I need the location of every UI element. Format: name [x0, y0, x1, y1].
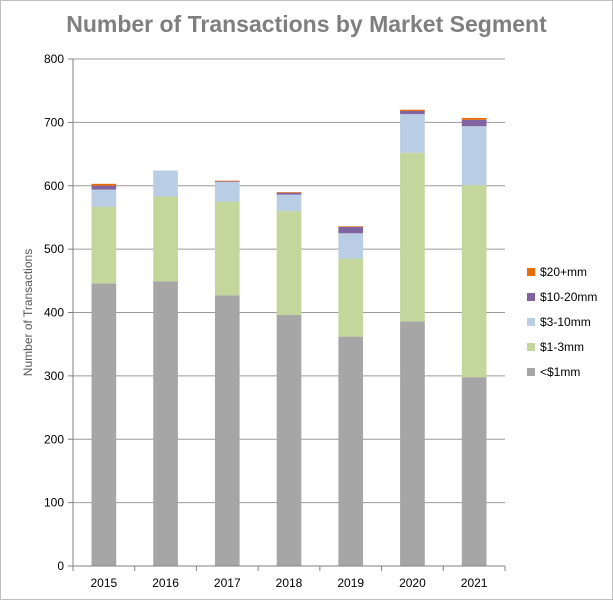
- bar-segment: [91, 283, 117, 566]
- bar-segment: [400, 114, 425, 153]
- legend-swatch: [527, 293, 535, 301]
- y-tick-labels: 0 100 200 300 400 500 600 700 800: [44, 52, 64, 573]
- bar-segment: [461, 126, 487, 186]
- y-tick-label: 700: [44, 115, 64, 129]
- legend-label: $10-20mm: [540, 290, 597, 304]
- x-tick-label: 2016: [152, 576, 179, 590]
- bar-segment: [214, 181, 240, 182]
- legend-label: $1-3mm: [540, 340, 584, 354]
- y-tick-label: 800: [44, 52, 64, 66]
- bar-segment: [338, 226, 364, 227]
- bar-segment: [214, 181, 240, 202]
- bar-segment: [91, 189, 117, 207]
- y-tick-label: 400: [44, 306, 64, 320]
- bar-segment: [91, 206, 117, 284]
- legend-swatch: [527, 318, 535, 326]
- bar-segment: [276, 315, 302, 566]
- y-tick-label: 500: [44, 242, 64, 256]
- bar-segment: [276, 192, 302, 195]
- bar-segment: [461, 377, 487, 566]
- bar-segment: [214, 295, 240, 566]
- y-tick-label: 200: [44, 432, 64, 446]
- bar-segment: [461, 185, 487, 378]
- legend-swatch: [527, 268, 535, 276]
- legend-label: $20+mm: [540, 265, 587, 279]
- bar-segment: [400, 109, 425, 111]
- chart-title: Number of Transactions by Market Segment: [66, 11, 547, 37]
- x-tick-label: 2017: [214, 576, 241, 590]
- y-axis-label: Number of Transactions: [21, 249, 35, 376]
- bar-segment: [276, 211, 302, 316]
- bar-segment: [153, 196, 178, 282]
- legend-swatch: [527, 368, 535, 376]
- legend-swatch: [527, 343, 535, 351]
- bar-segment: [91, 185, 117, 190]
- bar-segment: [338, 336, 364, 566]
- bar-segment: [276, 192, 302, 193]
- x-tick-label: 2019: [337, 576, 364, 590]
- legend-label: $3-10mm: [540, 315, 591, 329]
- x-tick-label: 2018: [276, 576, 303, 590]
- bar-segment: [214, 201, 240, 296]
- bar-segment: [461, 119, 487, 127]
- x-tick-label: 2015: [91, 576, 118, 590]
- y-tick-label: 600: [44, 179, 64, 193]
- axes: [72, 59, 506, 571]
- y-tick-label: 100: [44, 496, 64, 510]
- legend: $20+mm $10-20mm $3-10mm $1-3mm <$1mm: [527, 265, 597, 379]
- x-tick-label: 2021: [461, 576, 488, 590]
- bar-segment: [338, 226, 364, 234]
- x-tick-labels: 2015 2016 2017 2018 2019 2020 2021: [91, 576, 488, 590]
- bar-segment: [338, 233, 364, 259]
- bar-segment: [400, 321, 425, 566]
- bar-segment: [461, 117, 487, 120]
- bar-segment: [276, 194, 302, 212]
- bar-segment: [338, 258, 364, 337]
- bars: [91, 109, 487, 566]
- legend-label: <$1mm: [540, 365, 580, 379]
- y-tick-label: 300: [44, 369, 64, 383]
- x-tick-label: 2020: [399, 576, 426, 590]
- bar-segment: [153, 281, 178, 566]
- bar-segment: [400, 110, 425, 115]
- bar-segment: [153, 170, 178, 197]
- bar-segment: [91, 183, 117, 186]
- bar-segment: [214, 180, 240, 182]
- y-tick-label: 0: [57, 559, 64, 573]
- bar-segment: [400, 152, 425, 322]
